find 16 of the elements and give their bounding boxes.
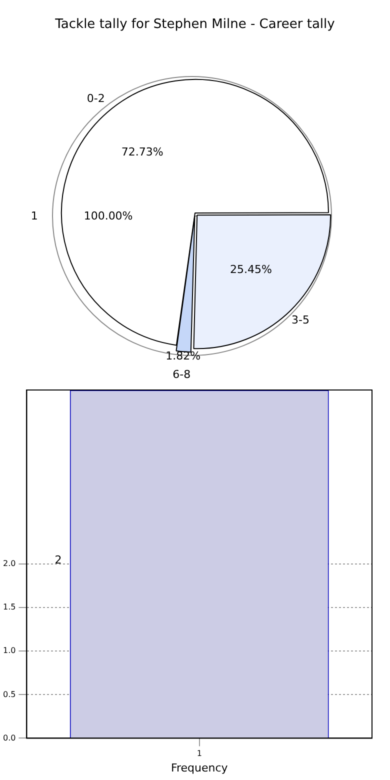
slice-label: 6-8 bbox=[172, 368, 191, 382]
data-label: 72.73% bbox=[121, 145, 164, 158]
annotation: 2 bbox=[54, 553, 62, 566]
slice-label: 0-2 bbox=[86, 92, 105, 106]
data-label: 25.45% bbox=[230, 263, 272, 276]
slice-label: 1 bbox=[30, 210, 38, 222]
y-tick-label: 0.0 bbox=[2, 733, 16, 742]
slice-label: 3-5 bbox=[291, 314, 310, 327]
chart-title: Tackle tally for Stephen Milne - Career tally bbox=[54, 16, 336, 34]
y-tick-label: 1.5 bbox=[2, 602, 16, 612]
x-axis-title: Frequency bbox=[170, 761, 228, 774]
data-label: 100.00% bbox=[84, 210, 133, 222]
data-label: 1.82% bbox=[166, 350, 201, 363]
y-tick-label: 0.5 bbox=[2, 690, 16, 699]
y-tick-label: 1.0 bbox=[2, 646, 16, 656]
y-tick-label: 2.0 bbox=[2, 559, 16, 568]
